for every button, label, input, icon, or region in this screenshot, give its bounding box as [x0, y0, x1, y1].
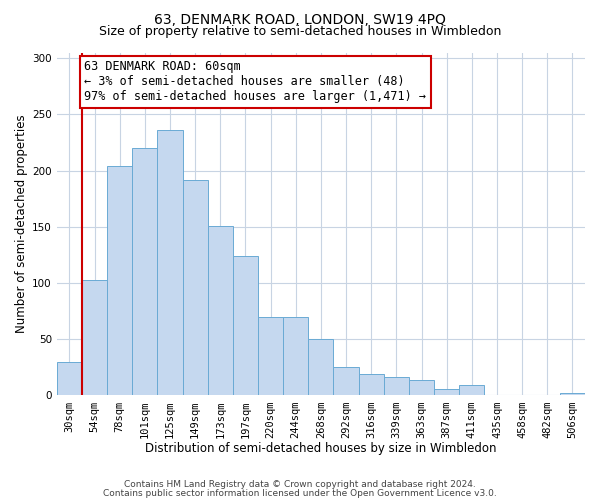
Bar — [283, 317, 308, 396]
Text: Contains HM Land Registry data © Crown copyright and database right 2024.: Contains HM Land Registry data © Crown c… — [124, 480, 476, 489]
Bar — [434, 388, 459, 396]
Bar — [233, 256, 258, 396]
Bar — [107, 166, 132, 396]
Bar — [334, 368, 359, 396]
Bar — [157, 130, 182, 396]
Bar — [560, 393, 585, 396]
Bar — [82, 280, 107, 396]
Bar — [208, 226, 233, 396]
Bar — [258, 317, 283, 396]
Text: 63, DENMARK ROAD, LONDON, SW19 4PQ: 63, DENMARK ROAD, LONDON, SW19 4PQ — [154, 12, 446, 26]
Bar — [182, 180, 208, 396]
Text: 63 DENMARK ROAD: 60sqm
← 3% of semi-detached houses are smaller (48)
97% of semi: 63 DENMARK ROAD: 60sqm ← 3% of semi-deta… — [85, 60, 427, 104]
Bar — [308, 339, 334, 396]
Y-axis label: Number of semi-detached properties: Number of semi-detached properties — [15, 114, 28, 334]
Bar — [132, 148, 157, 396]
Bar — [409, 380, 434, 396]
Bar — [459, 386, 484, 396]
Bar — [359, 374, 384, 396]
Text: Contains public sector information licensed under the Open Government Licence v3: Contains public sector information licen… — [103, 488, 497, 498]
Bar — [384, 378, 409, 396]
Bar — [57, 362, 82, 396]
Text: Size of property relative to semi-detached houses in Wimbledon: Size of property relative to semi-detach… — [99, 25, 501, 38]
X-axis label: Distribution of semi-detached houses by size in Wimbledon: Distribution of semi-detached houses by … — [145, 442, 497, 455]
